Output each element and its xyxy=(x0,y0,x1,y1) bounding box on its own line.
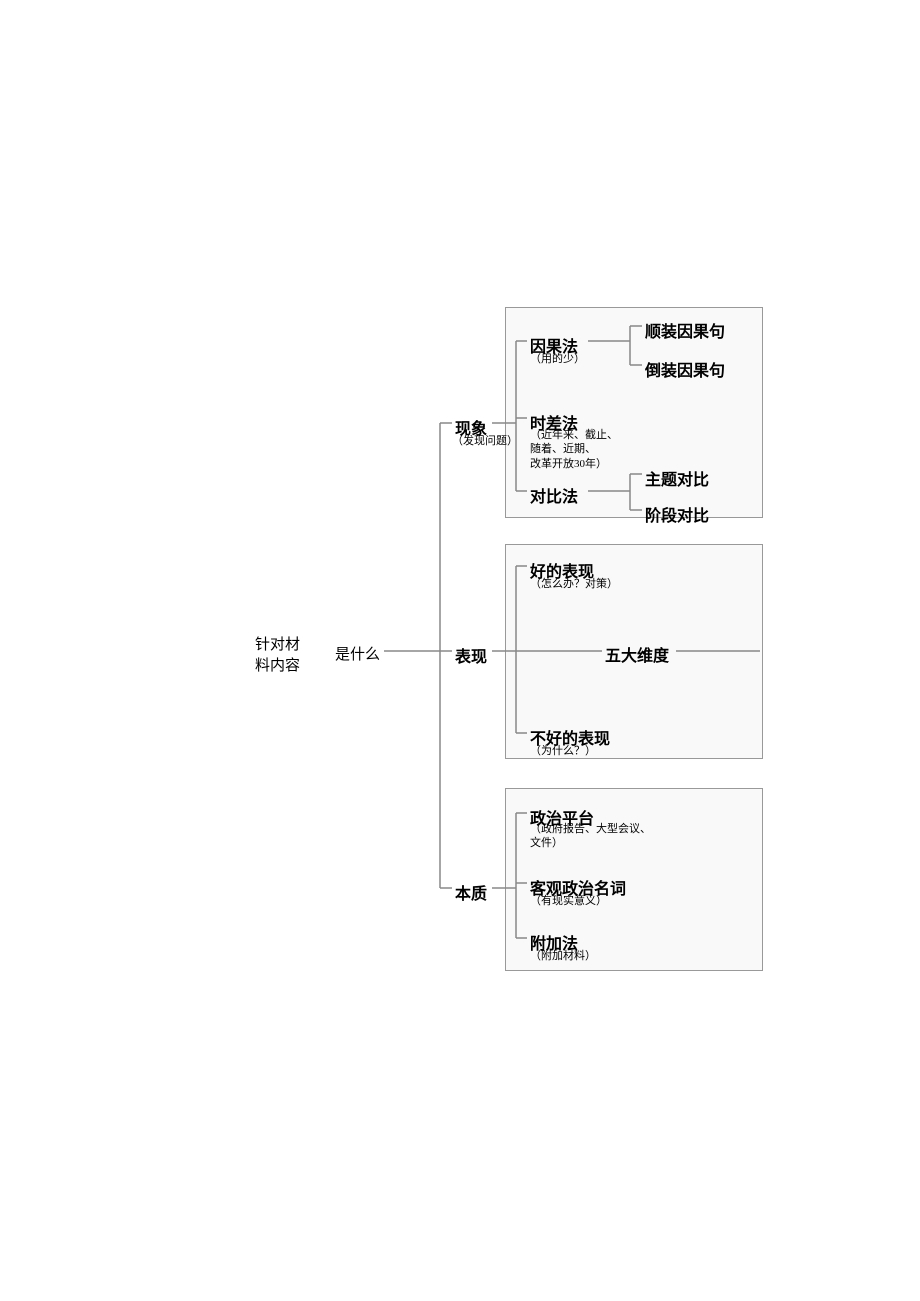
l4-shunzhuang: 顺装因果句 xyxy=(645,318,725,342)
l3-shicha-note: （近年来、截止、随着、近期、改革开放30年） xyxy=(530,428,618,471)
l3-buhaode-note: （为什么？） xyxy=(530,744,596,758)
l2-biaoxian: 表现 xyxy=(455,643,487,667)
l3-zhengzhi-note: （政府报告、大型会议、文件） xyxy=(530,822,651,851)
l4-zhuti: 主题对比 xyxy=(645,466,709,490)
l4-daozhuang: 倒装因果句 xyxy=(645,357,725,381)
l3-wuda: 五大维度 xyxy=(605,642,669,666)
l3-fujia-note: （附加材料） xyxy=(530,949,596,963)
l4-jieduan: 阶段对比 xyxy=(645,502,709,526)
l2-benzhi: 本质 xyxy=(455,880,487,904)
l3-yinguo-note: （用的少） xyxy=(530,352,585,366)
l3-keguan-note: （有现实意义） xyxy=(530,894,607,908)
l3-duibi: 对比法 xyxy=(530,483,578,507)
root-node: 针对材料内容 xyxy=(255,635,300,677)
l3-haode-note: （怎么办？对策） xyxy=(530,577,618,591)
l2-xianxiang-note: （发现问题） xyxy=(452,434,518,448)
level1-node: 是什么 xyxy=(335,643,380,664)
